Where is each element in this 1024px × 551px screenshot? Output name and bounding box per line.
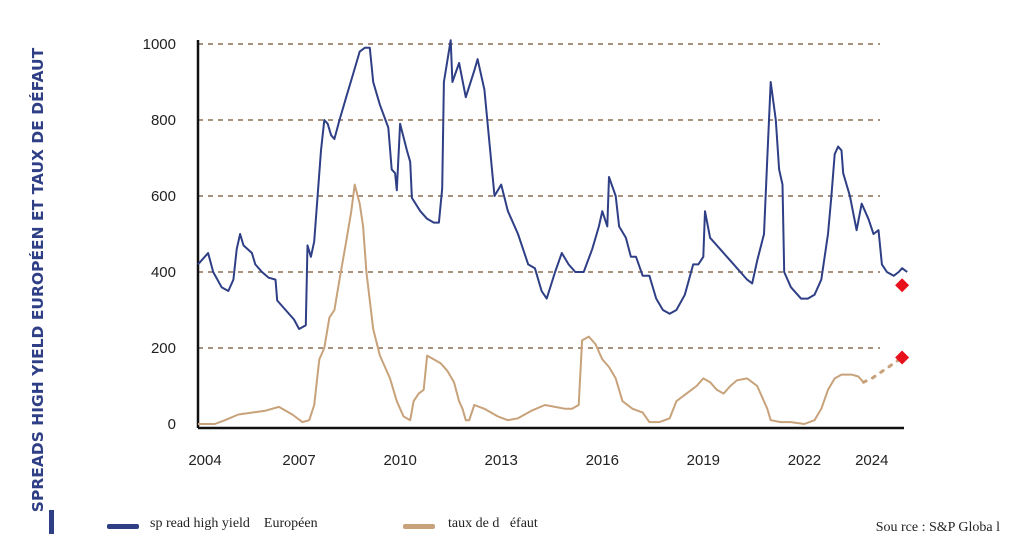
x-tick-label: 2010 <box>383 452 416 469</box>
x-tick-label: 2004 <box>188 452 221 469</box>
y-tick-label: 0 <box>168 416 176 433</box>
y-tick-label: 200 <box>151 340 176 357</box>
default-marker <box>895 350 910 365</box>
x-tick-label: 2016 <box>586 452 619 469</box>
y-tick-label: 800 <box>151 112 176 129</box>
y-tick-label: 400 <box>151 264 176 281</box>
legend-label-default: taux de d éfaut <box>448 516 538 531</box>
default-rate-line <box>198 183 865 425</box>
legend-swatch-default <box>403 524 435 529</box>
spread-marker <box>895 278 910 293</box>
y-tick-label: 1000 <box>143 36 176 53</box>
legend-label-spread: sp read high yield Européen <box>150 516 318 531</box>
spread-line <box>197 39 908 330</box>
source-note: Sou rce : S&P Globa l <box>875 520 1000 535</box>
x-tick-label: 2013 <box>485 452 518 469</box>
axes <box>196 40 904 430</box>
legend-swatch-spread <box>107 524 139 529</box>
x-tick-label: 2024 <box>855 452 888 469</box>
title-accent-bar <box>49 510 54 534</box>
default-forecast-line <box>861 356 904 384</box>
x-tick-label: 2022 <box>788 452 821 469</box>
x-tick-label: 2019 <box>687 452 720 469</box>
series-lines <box>197 39 908 425</box>
markers <box>895 278 910 365</box>
grid-lines <box>198 43 880 349</box>
y-tick-labels: 0 200 400 600 800 1000 <box>143 36 176 433</box>
y-tick-label: 600 <box>151 188 176 205</box>
x-tick-labels: 2004 2007 2010 2013 2016 2019 2022 2024 <box>188 452 888 469</box>
x-tick-label: 2007 <box>282 452 315 469</box>
